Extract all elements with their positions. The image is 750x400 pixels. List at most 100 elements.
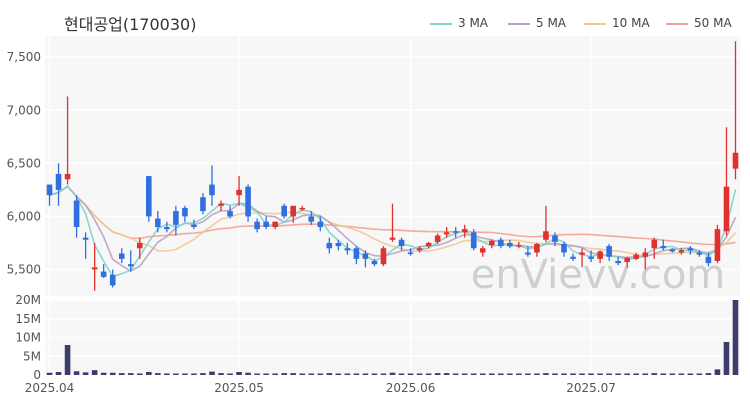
- candle-body: [443, 232, 450, 235]
- candle-body: [146, 176, 152, 217]
- candle-body: [91, 267, 98, 270]
- ma5-line: [49, 185, 737, 272]
- candle-body: [696, 252, 703, 255]
- volume-bar: [687, 373, 694, 375]
- volume-bar: [669, 373, 676, 375]
- candle-body: [516, 245, 522, 247]
- candle-body: [687, 248, 694, 251]
- candle-body: [470, 232, 477, 249]
- volume-bar: [606, 373, 612, 375]
- volume-bar: [561, 373, 567, 375]
- volume-bar: [588, 373, 594, 375]
- volume-bar: [696, 373, 703, 375]
- candle-body: [263, 221, 269, 228]
- volume-bar: [705, 373, 712, 375]
- candle-body: [452, 231, 459, 233]
- candle-body: [425, 242, 432, 247]
- volume-bar: [678, 373, 685, 375]
- candle-body: [164, 227, 170, 230]
- date-tick-label: 2025.07: [566, 381, 616, 395]
- volume-bar: [642, 373, 649, 375]
- candle-body: [389, 237, 396, 240]
- candle-body: [543, 231, 549, 240]
- candle-body: [606, 246, 612, 257]
- candle-body: [488, 240, 495, 246]
- candle-body: [669, 249, 676, 252]
- volume-bar: [660, 373, 667, 375]
- candle-body: [46, 184, 53, 196]
- volume-bar: [344, 373, 351, 375]
- candle-body: [344, 248, 351, 251]
- candle-body: [371, 260, 378, 265]
- candle-body: [317, 221, 324, 228]
- price-tick-label: 7,000: [7, 103, 41, 117]
- legend-label: 3 MA: [458, 16, 489, 30]
- volume-tick-label: 10M: [15, 331, 41, 345]
- watermark: enVievv.com: [471, 252, 726, 298]
- volume-bar: [281, 373, 287, 375]
- candle-body: [434, 235, 441, 242]
- volume-bar: [507, 373, 513, 375]
- candle-body: [353, 248, 360, 259]
- volume-bar: [570, 373, 576, 375]
- candle-body: [55, 173, 62, 190]
- candle-body: [479, 248, 486, 253]
- legend-item-10ma: 10 MA: [584, 16, 650, 30]
- candle-body: [64, 173, 71, 180]
- candle-body: [633, 254, 639, 259]
- volume-tick-label: 5M: [23, 349, 41, 363]
- volume-bar: [82, 372, 89, 375]
- candle-body: [136, 242, 143, 249]
- legend-label: 50 MA: [694, 16, 732, 30]
- candle-body: [498, 239, 504, 247]
- volume-bar: [534, 373, 540, 375]
- volume-bar: [362, 373, 369, 375]
- candle-body: [588, 256, 594, 259]
- legend-item-50ma: 50 MA: [666, 16, 732, 30]
- volume-bar: [109, 372, 116, 375]
- candle-body: [579, 252, 585, 255]
- candle-body: [272, 221, 278, 228]
- volume-bar: [73, 371, 80, 375]
- candle-body: [651, 239, 658, 249]
- volume-bar: [317, 373, 324, 375]
- volume-bar: [245, 372, 251, 375]
- volume-bar: [389, 372, 396, 375]
- volume-bar: [299, 373, 306, 375]
- volume-bar: [552, 373, 558, 375]
- volume-bar: [470, 373, 477, 375]
- volume-bar: [308, 373, 315, 375]
- volume-bar: [218, 373, 224, 375]
- date-tick-label: 2025.04: [25, 381, 75, 395]
- candle-body: [254, 221, 260, 230]
- candle-body: [624, 257, 630, 263]
- volume-bar: [651, 373, 658, 375]
- volume-bar: [479, 373, 486, 375]
- volume-bar: [371, 373, 378, 375]
- volume-bar: [263, 373, 269, 375]
- volume-bar: [290, 373, 297, 375]
- volume-bar: [714, 369, 721, 375]
- volume-bar: [398, 373, 405, 375]
- volume-bar: [488, 373, 495, 375]
- volume-bar: [597, 373, 603, 375]
- candle-body: [227, 211, 233, 217]
- candle-body: [660, 246, 667, 249]
- legend-swatch: [584, 22, 606, 25]
- volume-bar: [209, 371, 215, 375]
- volume-bar: [416, 373, 423, 375]
- volume-bar: [100, 372, 107, 375]
- legend-swatch: [508, 22, 530, 25]
- volume-bar: [182, 373, 188, 375]
- candle-body: [552, 235, 558, 242]
- volume-bar: [335, 373, 342, 375]
- volume-tick-label: 15M: [15, 312, 41, 326]
- candle-body: [155, 218, 161, 228]
- volume-bar: [155, 373, 161, 375]
- candle-body: [570, 256, 576, 259]
- candle-body: [732, 152, 739, 169]
- legend-label: 5 MA: [536, 16, 567, 30]
- volume-bar: [407, 373, 414, 375]
- volume-tick-label: 0: [33, 368, 41, 382]
- volume-bar: [55, 372, 62, 375]
